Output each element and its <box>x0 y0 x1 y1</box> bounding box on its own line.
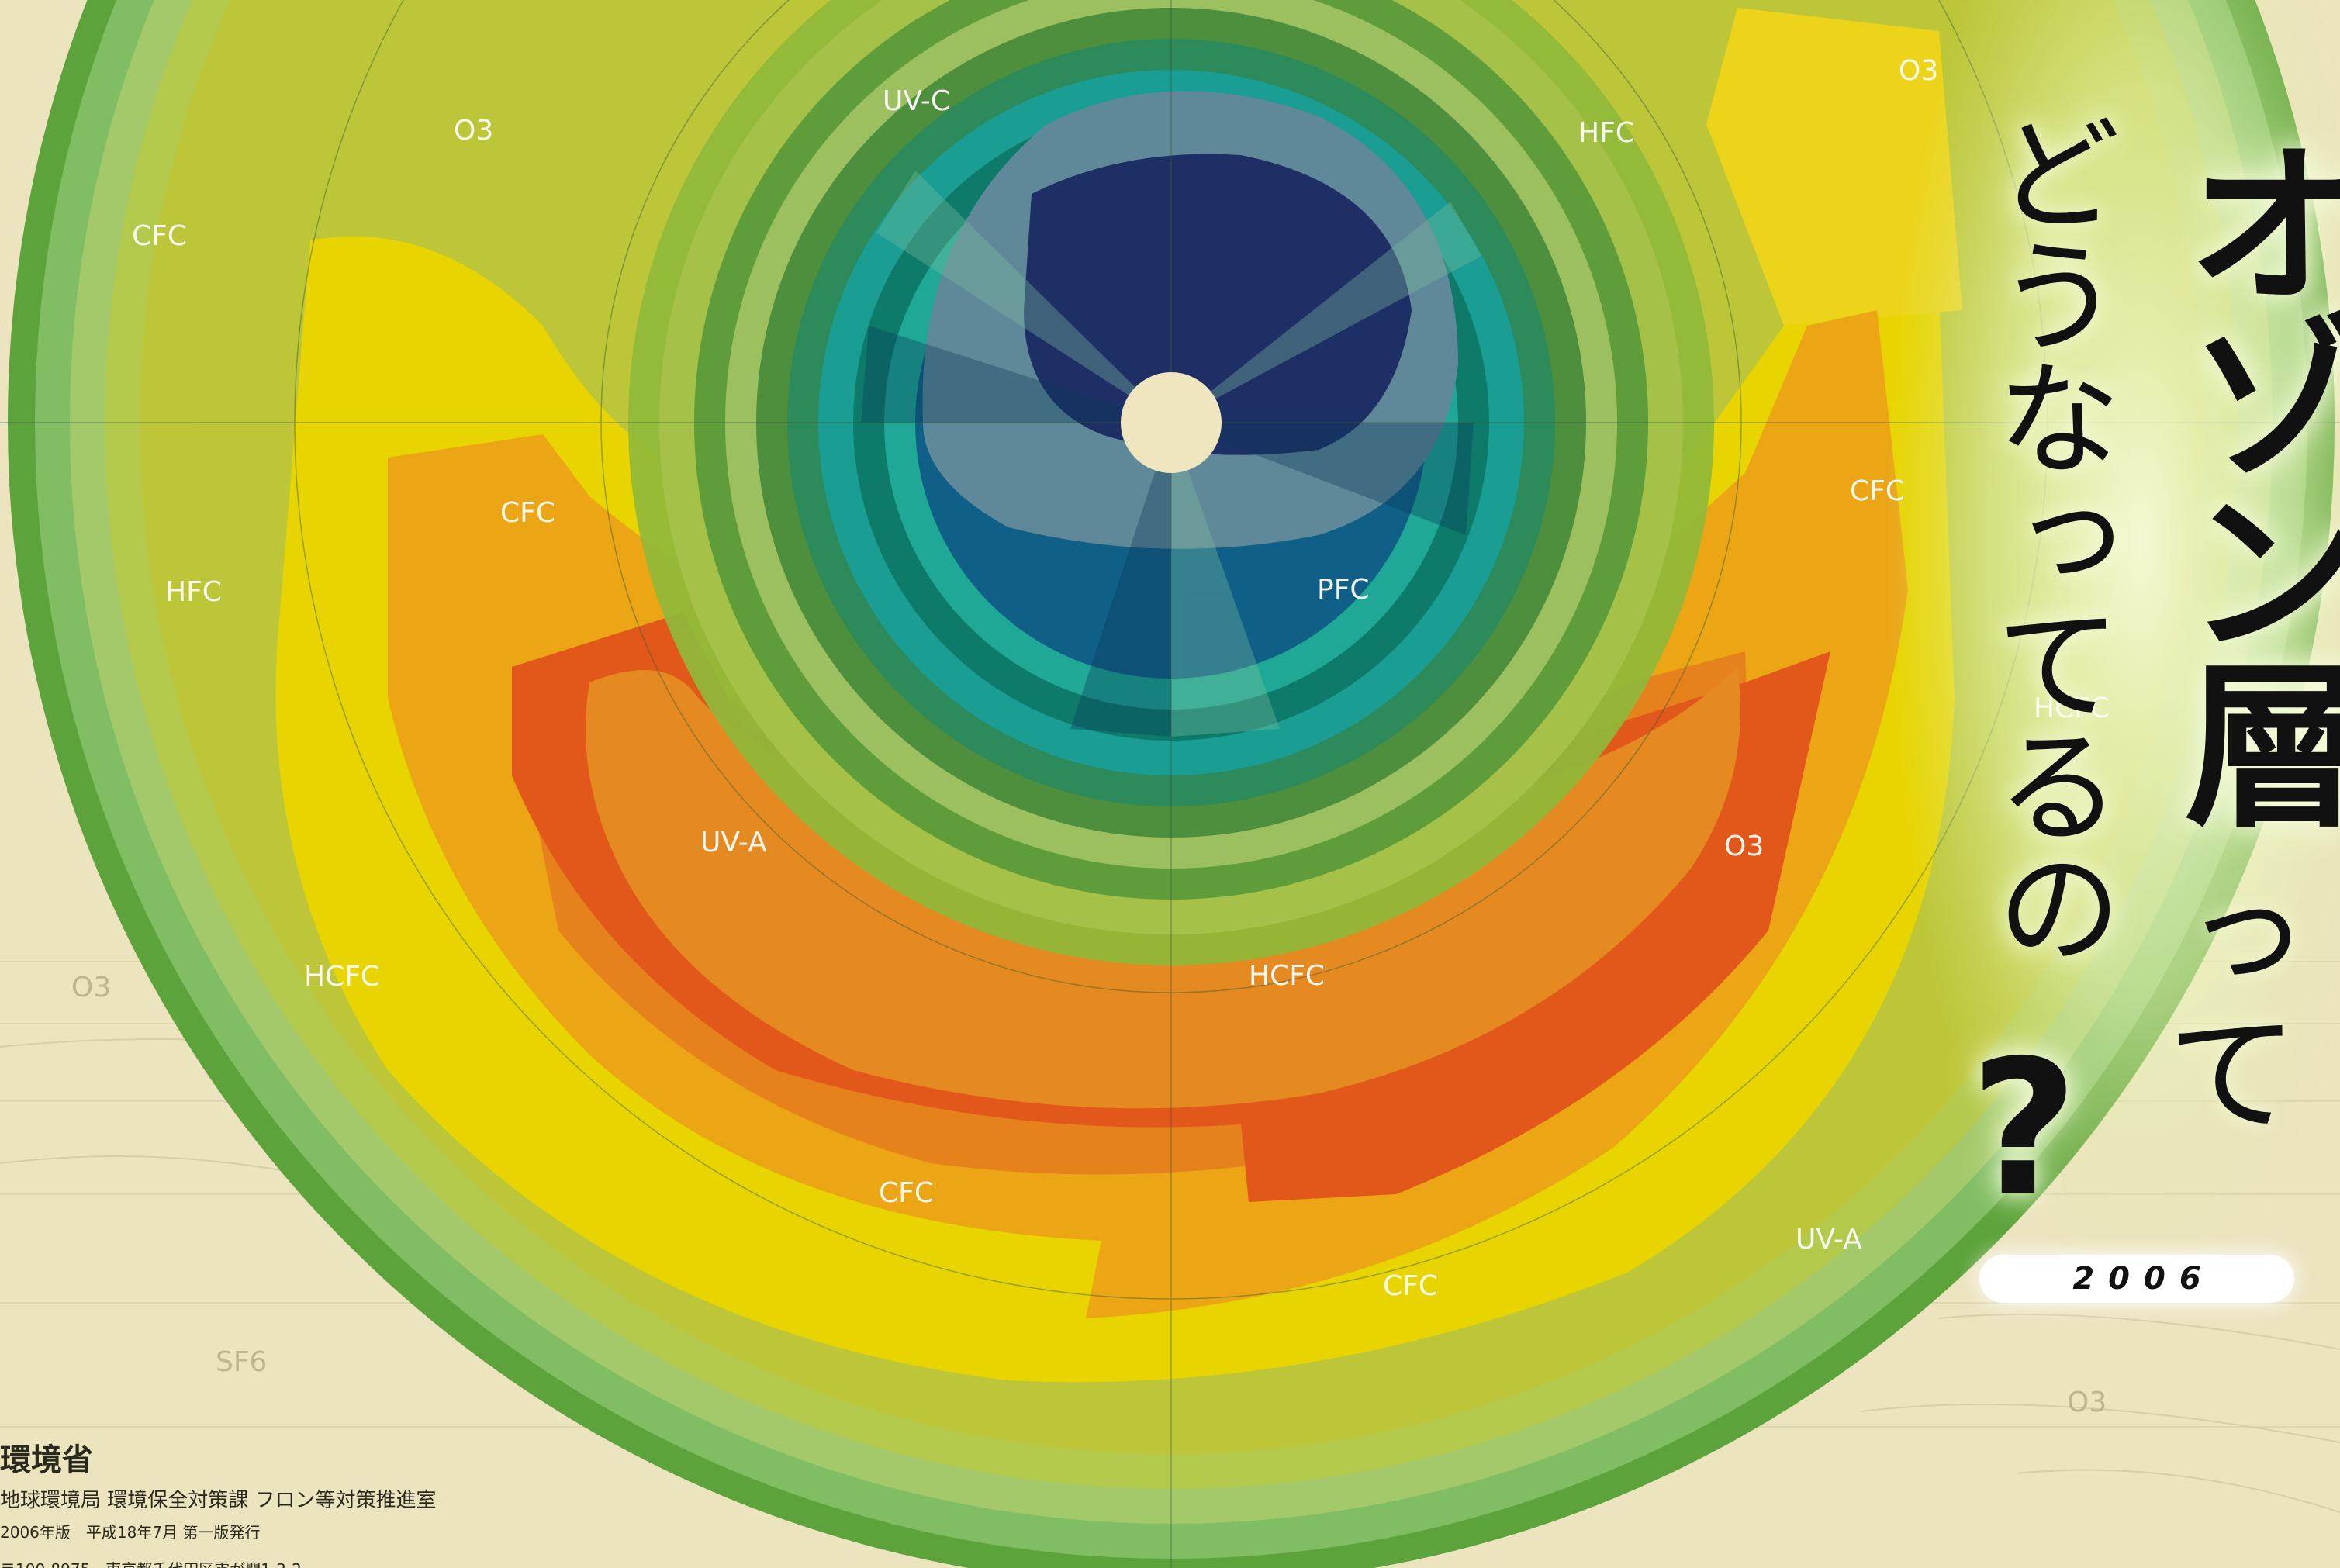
label-sf6: SF6 <box>216 1346 267 1378</box>
title-tail: って <box>2144 872 2297 1136</box>
label-cfc: CFC <box>879 1177 934 1209</box>
label-o3: O3 <box>1899 55 1938 87</box>
label-hcfc: HCFC <box>304 961 380 993</box>
label-o3: O3 <box>1724 831 1764 862</box>
publisher-department: 地球環境局 環境保全対策課 フロン等対策推進室 <box>0 1489 437 1512</box>
label-cfc: CFC <box>1850 475 1905 507</box>
map-labels: UV-C HFC CFC CFC CFC HFC PFC HCFC UV-A H… <box>71 55 2110 1418</box>
year-text: 2006 <box>2072 1261 2215 1297</box>
label-cfc: CFC <box>132 220 187 252</box>
label-cfc: CFC <box>500 497 555 529</box>
yellow-band-north <box>1706 8 1962 326</box>
label-cfc: CFC <box>1383 1270 1438 1302</box>
label-o3: O3 <box>454 115 493 147</box>
label-hcfc: HCFC <box>1249 960 1325 992</box>
label-pfc: PFC <box>1317 574 1370 606</box>
ozone-hole-center <box>1024 154 1412 455</box>
title-tail-text: って <box>2144 872 2297 1136</box>
label-hfc: HFC <box>165 576 222 608</box>
label-hfc: HFC <box>1578 117 1635 149</box>
title-sub-text: どうなってるの <box>1974 109 2120 966</box>
label-uva: UV-A <box>700 827 767 858</box>
label-hcfc: HCFC <box>2034 692 2110 724</box>
north-pole-marker-icon <box>1121 372 1222 473</box>
title-sub: どうなってるの <box>1955 109 2120 966</box>
label-o3: O3 <box>71 972 111 1003</box>
label-o3: O3 <box>2067 1387 2107 1418</box>
year-badge: 2006 <box>1979 1255 2294 1303</box>
question-mark-icon: ? <box>1970 1020 2079 1237</box>
title-main: オゾン層 <box>2154 132 2340 827</box>
publisher-address: 〒100-8975 東京都千代田区霞が関1-2-2 <box>0 1557 302 1568</box>
publisher-edition: 2006年版 平成18年7月 第一版発行 <box>0 1523 261 1542</box>
title-glow <box>1885 0 2340 1303</box>
publisher-name: 環境省 <box>0 1442 93 1478</box>
label-uva: UV-A <box>1796 1224 1862 1255</box>
label-uvc: UV-C <box>883 85 950 117</box>
